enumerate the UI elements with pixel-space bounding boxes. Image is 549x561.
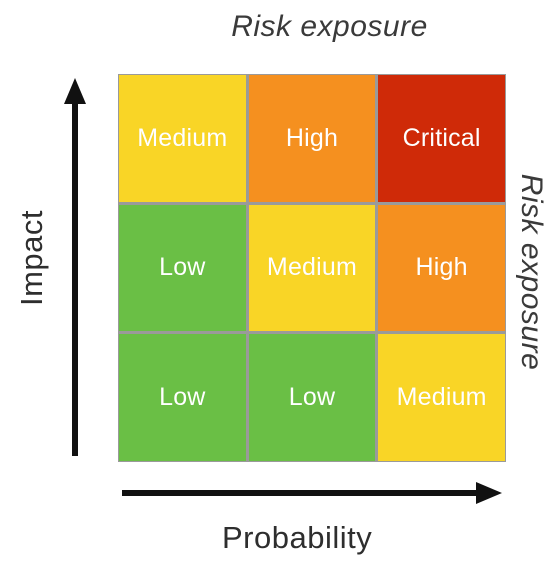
- cell-impact-med-prob-med: Medium: [248, 204, 376, 332]
- cell-impact-high-prob-high: Critical: [378, 75, 505, 202]
- cell-label: High: [415, 253, 468, 282]
- cell-label: Medium: [396, 383, 487, 412]
- cell-label: Low: [159, 383, 206, 412]
- cell-impact-high-prob-med: High: [248, 75, 376, 202]
- cell-label: Medium: [137, 123, 228, 152]
- cell-impact-high-prob-low: Medium: [119, 75, 246, 202]
- cell-impact-low-prob-med: Low: [248, 334, 376, 461]
- cell-label: Medium: [266, 253, 358, 282]
- cell-impact-med-prob-high: High: [378, 204, 505, 332]
- cell-label: Low: [159, 253, 206, 282]
- probability-axis-arrow: [122, 482, 502, 504]
- cell-label: Critical: [402, 123, 481, 152]
- cell-impact-low-prob-low: Low: [119, 334, 246, 461]
- cell-impact-med-prob-low: Low: [119, 204, 246, 332]
- risk-matrix: Medium High Critical Low Medium High Low…: [118, 74, 506, 462]
- risk-exposure-title-top: Risk exposure: [231, 10, 428, 43]
- cell-label: High: [285, 123, 339, 152]
- probability-axis-label: Probability: [222, 520, 373, 555]
- impact-axis-arrow: [64, 78, 86, 456]
- cell-label: Low: [288, 383, 336, 412]
- cell-impact-low-prob-high: Medium: [378, 334, 505, 461]
